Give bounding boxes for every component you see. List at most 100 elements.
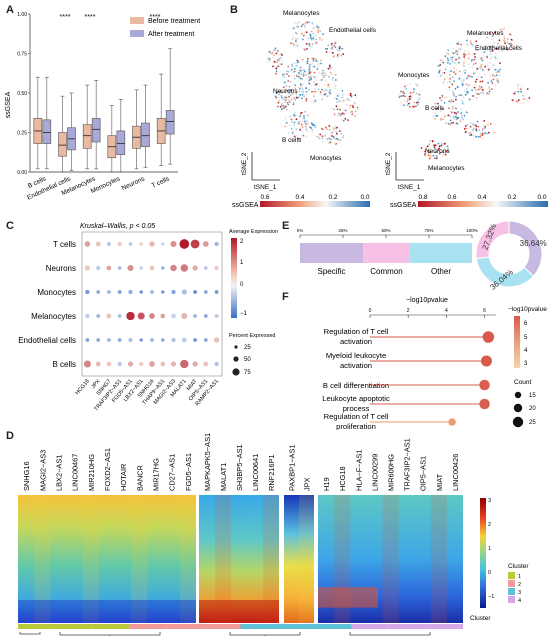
a-xtick-label: T cells <box>151 175 172 190</box>
tsne-point <box>429 151 431 154</box>
tsne-point <box>431 140 434 142</box>
panel-c-expr-t1: 1 <box>240 260 244 266</box>
tsne-point <box>275 70 278 73</box>
tsne-point <box>444 50 447 53</box>
tsne-point <box>487 81 489 84</box>
tsne-point <box>444 78 446 81</box>
tsne-point <box>452 116 455 119</box>
tsne-point <box>413 92 415 95</box>
tsne-point <box>305 74 307 77</box>
tsne-point <box>332 129 335 132</box>
tsne-point <box>495 74 498 77</box>
tsne-point <box>275 52 278 55</box>
tsne-point <box>299 121 302 123</box>
tsne-point <box>286 71 289 74</box>
tsne-point <box>283 73 286 75</box>
d-cluster-swatch <box>508 580 515 587</box>
d-dendro-branch <box>229 632 301 636</box>
tsne-point <box>474 72 477 74</box>
tsne-point <box>354 114 357 117</box>
tsne-point <box>288 75 290 77</box>
tsne-point <box>275 61 277 64</box>
tsne-point <box>317 31 319 34</box>
c-dot <box>190 239 200 249</box>
f-term-line: proliferation <box>336 422 376 430</box>
tsne-point <box>336 55 339 58</box>
tsne-point <box>339 53 341 55</box>
f-dot <box>479 398 490 410</box>
tsne-point <box>437 142 440 145</box>
tsne-point <box>442 154 445 157</box>
tsne-point <box>299 137 302 140</box>
tsne-point <box>297 72 300 75</box>
tsne-point <box>460 108 463 111</box>
tsne-point <box>351 111 353 113</box>
f-term-line: Regulation of T cell <box>324 327 389 336</box>
tsne-point <box>448 89 451 92</box>
tsne-point <box>313 61 316 64</box>
tsne-point <box>277 105 279 108</box>
tsne-point <box>426 152 429 155</box>
tsne-point <box>301 33 303 35</box>
a-box <box>165 48 175 165</box>
tsne-point <box>465 127 468 130</box>
tsne-point <box>424 150 426 153</box>
tsne-right-label-neurons: Neurons <box>425 148 450 155</box>
tsne-point <box>310 128 312 131</box>
f-dot <box>479 379 490 391</box>
tsne-point <box>290 68 293 71</box>
tsne-point <box>314 98 317 101</box>
tsne-point <box>302 74 305 77</box>
tsne-point <box>446 57 449 60</box>
tsne-point <box>273 48 276 51</box>
tsne-point <box>446 49 448 52</box>
c-dot <box>84 265 90 271</box>
tsne-point <box>487 92 490 95</box>
c-dot <box>95 361 101 367</box>
a-box <box>33 76 43 170</box>
tsne-point <box>520 90 523 93</box>
tsne-point <box>292 116 295 118</box>
tsne-point <box>415 101 418 104</box>
tsne-point <box>299 128 302 131</box>
tsne-right-cbar-t3: 0.2 <box>507 194 516 201</box>
c-dot <box>128 337 133 343</box>
tsne-point <box>324 134 327 137</box>
tsne-point <box>340 113 343 116</box>
tsne-point <box>295 96 298 99</box>
tsne-point <box>407 89 409 92</box>
tsne-point <box>316 135 319 138</box>
tsne-point <box>346 98 349 100</box>
tsne-point <box>490 49 492 51</box>
tsne-point <box>420 147 423 149</box>
tsne-point <box>308 43 311 45</box>
tsne-left-label-monocytes: Monocytes <box>310 155 342 162</box>
d-gene-label: CD27−AS1 <box>168 454 177 491</box>
tsne-point <box>449 123 451 126</box>
tsne-point <box>314 66 317 69</box>
c-dot <box>117 338 122 342</box>
panel-c-plot-frame <box>81 231 223 377</box>
tsne-point <box>429 155 432 158</box>
panel-label-d: D <box>6 430 14 442</box>
tsne-point <box>348 99 351 101</box>
tsne-point <box>295 69 297 72</box>
tsne-point <box>336 95 339 97</box>
tsne-point <box>301 88 304 91</box>
c-row-label: B cells <box>52 360 76 369</box>
tsne-point <box>443 102 446 104</box>
tsne-point <box>440 59 442 62</box>
tsne-point <box>451 107 454 110</box>
tsne-point <box>447 73 450 75</box>
tsne-point <box>496 57 499 60</box>
e-donut-slice <box>475 220 510 260</box>
tsne-point <box>302 69 305 71</box>
tsne-point <box>489 75 492 77</box>
tsne-point <box>275 72 277 75</box>
tsne-point <box>307 57 309 60</box>
tsne-point <box>405 103 408 106</box>
tsne-point <box>445 96 448 99</box>
tsne-point <box>311 98 314 101</box>
tsne-point <box>280 103 283 105</box>
tsne-point <box>315 34 317 37</box>
